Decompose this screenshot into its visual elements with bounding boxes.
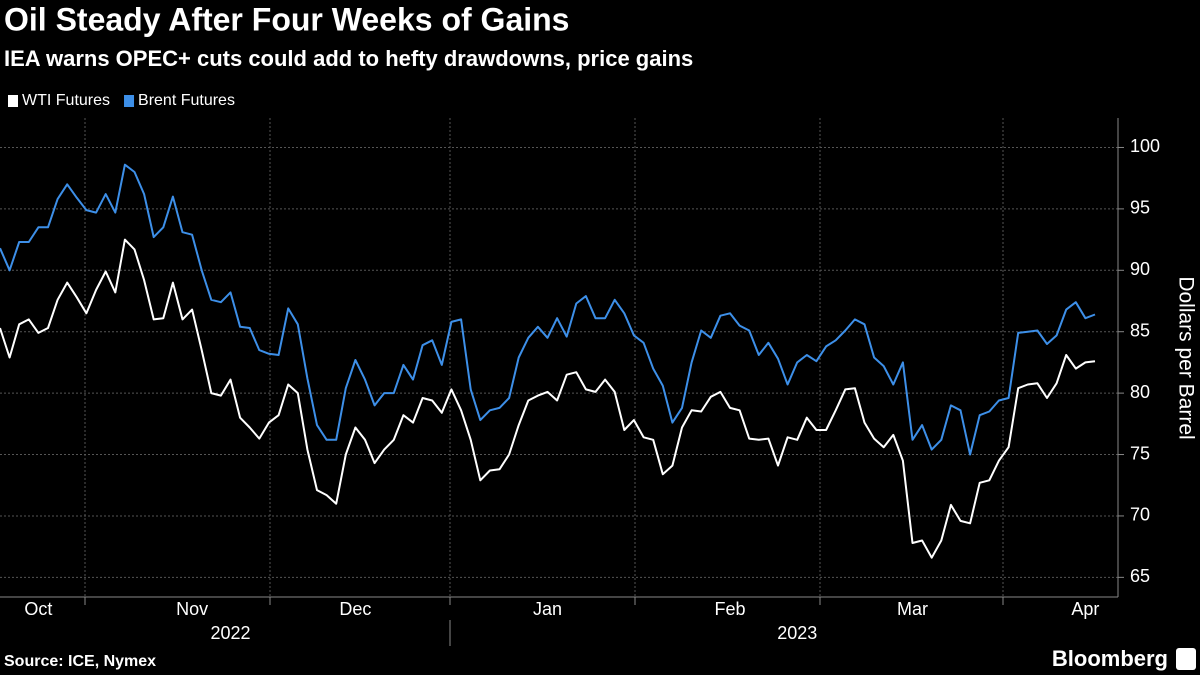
y-tick-label: 65 xyxy=(1130,566,1150,586)
x-year-label: 2023 xyxy=(777,623,817,643)
brand-icon xyxy=(1176,648,1196,670)
y-tick-label: 85 xyxy=(1130,320,1150,340)
y-tick-label: 70 xyxy=(1130,505,1150,525)
y-tick-label: 95 xyxy=(1130,198,1150,218)
x-tick-label: Jan xyxy=(533,599,562,619)
y-axis-title: Dollars per Barrel xyxy=(1174,276,1197,439)
legend-label: WTI Futures xyxy=(22,92,110,109)
y-tick-label: 80 xyxy=(1130,382,1150,402)
legend-swatch xyxy=(8,95,18,107)
series-line xyxy=(0,163,1096,456)
series-line xyxy=(0,238,1096,559)
grid xyxy=(0,118,1118,597)
x-year-label: 2022 xyxy=(211,623,251,643)
x-tick-label: Feb xyxy=(714,599,745,619)
legend: WTI Futures Brent Futures xyxy=(8,92,235,109)
x-tick-label: Oct xyxy=(24,599,52,619)
chart-title: Oil Steady After Four Weeks of Gains xyxy=(4,1,569,37)
brand: Bloomberg xyxy=(1052,646,1168,671)
plot xyxy=(0,163,1096,559)
x-tick-label: Mar xyxy=(897,599,928,619)
x-tick-label: Apr xyxy=(1071,599,1099,619)
y-tick-label: 100 xyxy=(1130,136,1160,156)
x-axis-ticks xyxy=(84,597,1004,646)
x-tick-label: Dec xyxy=(339,599,371,619)
source: Source: ICE, Nymex xyxy=(4,653,156,670)
legend-swatch xyxy=(124,95,135,107)
y-tick-label: 90 xyxy=(1130,259,1150,279)
x-tick-label: Nov xyxy=(176,599,208,619)
legend-label: Brent Futures xyxy=(138,92,235,109)
y-tick-label: 75 xyxy=(1130,443,1150,463)
chart-subtitle: IEA warns OPEC+ cuts could add to hefty … xyxy=(4,46,693,71)
